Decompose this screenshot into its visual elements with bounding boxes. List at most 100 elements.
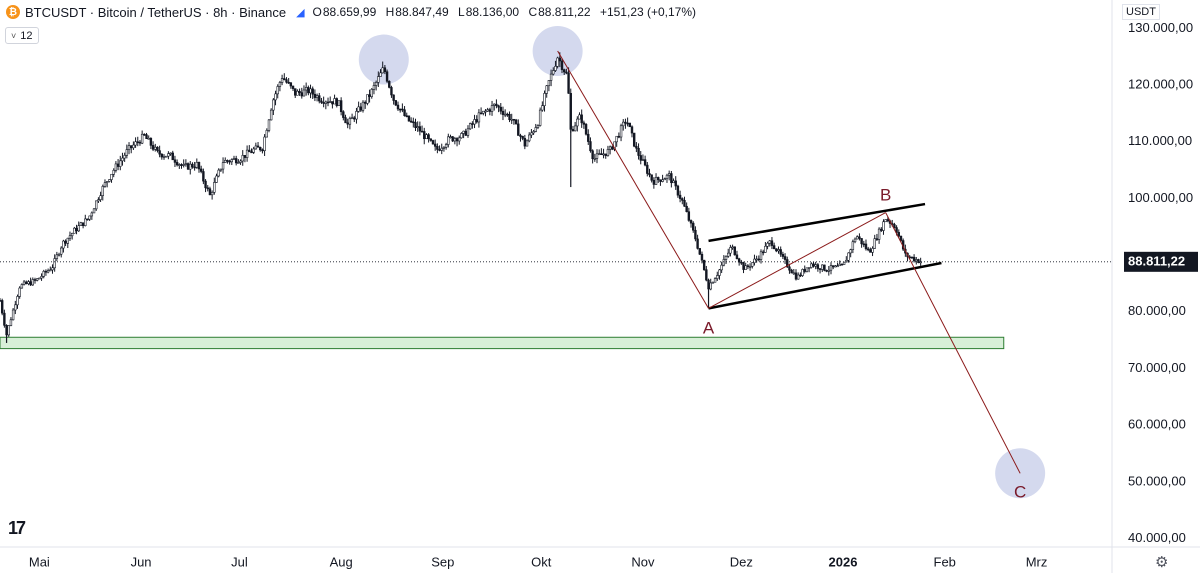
candle-body-106 (230, 159, 234, 163)
candle-body-205 (447, 136, 450, 145)
indicator-toggle[interactable]: ˅ 12 (5, 27, 39, 44)
candle-body-192 (418, 126, 422, 132)
candle-body-288 (628, 122, 632, 128)
candle-body-337 (735, 254, 739, 260)
candle-body-136 (296, 90, 299, 96)
candle-body-264 (576, 118, 579, 127)
candle-body-287 (626, 122, 629, 125)
candle-body-365 (796, 274, 800, 280)
candle-body-207 (451, 136, 454, 142)
candle-body-260 (567, 72, 570, 94)
candle-body-403 (880, 228, 883, 231)
candle-body-292 (637, 147, 640, 156)
ohlc-values: O88.659,99 H88.847,49 L88.136,00 C88.811… (312, 5, 697, 19)
symbol-header: ₿ BTCUSDT · Bitcoin / TetherUS · 8h · Bi… (0, 0, 1112, 24)
candle-body-245 (534, 127, 537, 132)
candle-body-122 (265, 130, 268, 138)
candle-body-340 (742, 262, 745, 270)
candle-body-349 (762, 251, 765, 254)
symbol-title[interactable]: BTCUSDT · Bitcoin / TetherUS · 8h · Bina… (25, 4, 287, 20)
candle-body-53 (114, 163, 118, 171)
candle-body-303 (661, 179, 664, 182)
channel-upper-line (708, 202, 926, 243)
candle-body-73 (158, 150, 161, 155)
candle-body-343 (748, 266, 752, 268)
candle-body-310 (676, 185, 680, 196)
candle-body-25 (53, 258, 56, 269)
candle-body-388 (847, 252, 850, 261)
candle-body-417 (910, 256, 914, 259)
candle-body-399 (871, 248, 874, 253)
candle-body-131 (285, 79, 288, 83)
candle-body-162 (353, 117, 356, 120)
candle-body-342 (746, 265, 750, 268)
wave-label-c: C (1014, 483, 1026, 502)
candle-body-241 (525, 140, 529, 147)
candle-body-244 (532, 131, 535, 134)
candle-body-410 (895, 227, 898, 233)
candle-body-170 (370, 88, 373, 97)
time-tick-label: Sep (431, 554, 454, 569)
candle-body-167 (363, 101, 367, 104)
candle-body-29 (62, 240, 65, 249)
candle-body-156 (339, 100, 343, 113)
candle-body-187 (407, 115, 411, 122)
price-tick-label: 120.000,00 (1128, 76, 1193, 91)
candle-body-321 (700, 253, 704, 261)
candle-body-215 (468, 123, 472, 130)
candle-body-381 (831, 265, 835, 268)
candle-body-191 (416, 126, 419, 129)
candle-body-75 (162, 155, 166, 158)
candle-body-366 (799, 274, 802, 277)
change-value: +151,23 (+0,17%) (599, 5, 697, 19)
candle-body-328 (716, 275, 719, 279)
candle-body-21 (44, 270, 48, 273)
candle-body-183 (398, 108, 402, 111)
candle-body-371 (810, 263, 813, 268)
candle-body-142 (309, 88, 312, 94)
candle-body-144 (313, 93, 317, 98)
candle-body-88 (191, 163, 194, 168)
candle-body-223 (486, 109, 489, 112)
candle-body-6 (11, 309, 15, 321)
candle-body-41 (88, 215, 91, 220)
candle-body-163 (355, 111, 358, 120)
candle-body-155 (337, 100, 341, 106)
flag-icon[interactable]: ◢ (296, 6, 305, 19)
candle-body-275 (600, 153, 603, 155)
candle-body-295 (643, 159, 647, 166)
candle-body-396 (864, 243, 868, 250)
candle-body-56 (121, 157, 124, 162)
high-value: 88.847,49 (395, 5, 449, 19)
candle-body-28 (60, 247, 63, 255)
candle-body-332 (724, 255, 728, 260)
candle-body-99 (215, 175, 218, 183)
candle-body-206 (449, 136, 452, 138)
candle-body-164 (357, 106, 360, 112)
candle-body-229 (499, 106, 502, 112)
candle-body-252 (549, 73, 553, 81)
candle-body-304 (663, 178, 666, 181)
candle-body-201 (438, 149, 441, 151)
candle-body-323 (705, 269, 708, 281)
candle-body-151 (329, 101, 332, 103)
candle-body-59 (127, 145, 131, 150)
candle-body-319 (696, 238, 699, 249)
candle-body-270 (589, 141, 592, 152)
currency-label[interactable]: USDT (1122, 4, 1160, 20)
candle-body-391 (853, 238, 857, 243)
candle-body-362 (790, 269, 793, 274)
candle-body-282 (615, 135, 618, 143)
candle-body-173 (377, 76, 380, 83)
support-zone (0, 336, 1005, 350)
tradingview-logo-icon[interactable]: 17 (8, 518, 26, 538)
candle-body-251 (547, 80, 551, 87)
candle-body-421 (919, 261, 922, 264)
settings-icon[interactable]: ⚙ (1155, 554, 1169, 571)
candle-body-95 (206, 187, 209, 190)
highlight-circle-0 (358, 34, 409, 85)
candle-body-300 (654, 177, 658, 185)
candle-body-315 (687, 211, 691, 221)
candle-body-175 (381, 67, 384, 74)
